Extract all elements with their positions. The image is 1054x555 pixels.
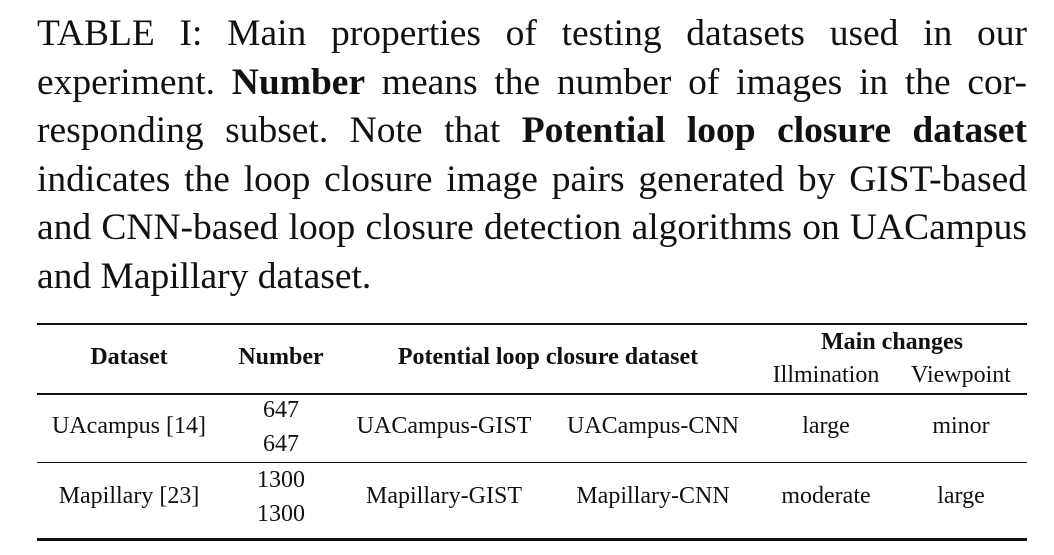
row-1-viewpoint: minor [932,413,990,439]
row-1-number-1: 647 [263,397,299,423]
row-1-dataset: UAcampus [14] [52,413,206,439]
header-illumination: Illmination [772,362,880,388]
table-row-separator [37,462,1027,463]
row-2-cnn: Mapillary-CNN [576,483,730,509]
caption-text-3: indicates the loop closure image pairs g… [37,158,1027,297]
table-top-rule [37,323,1027,325]
row-2-number-2: 1300 [257,501,305,527]
header-viewpoint: Viewpoint [911,362,1011,388]
row-1-number-2: 647 [263,431,299,457]
row-2-gist: Mapillary-GIST [366,483,522,509]
row-1-gist: UACampus-GIST [356,413,532,439]
header-dataset: Dataset [90,344,168,370]
row-2-dataset: Mapillary [23] [58,483,200,509]
caption-bold-number: Number [231,61,366,103]
header-number: Number [238,344,324,370]
table-header-rule [37,393,1027,395]
table-bottom-rule [37,538,1027,541]
row-2-number-1: 1300 [257,467,305,493]
row-2-viewpoint: large [937,483,985,509]
header-potential-loop-closure: Potential loop closure dataset [397,344,699,370]
row-1-cnn: UACampus-CNN [567,413,739,439]
caption-text-2: means the number of images in the cor-re… [37,61,1027,152]
row-2-illumination: moderate [781,483,871,509]
caption-text-1: TABLE I: Main properties of testing data… [37,13,1027,103]
header-main-changes: Main changes [820,329,964,355]
caption-bold-potential: Potential loop closure dataset [521,110,1027,151]
row-1-illumination: large [802,413,850,439]
table-caption: TABLE I: Main properties of testing data… [37,10,1027,301]
